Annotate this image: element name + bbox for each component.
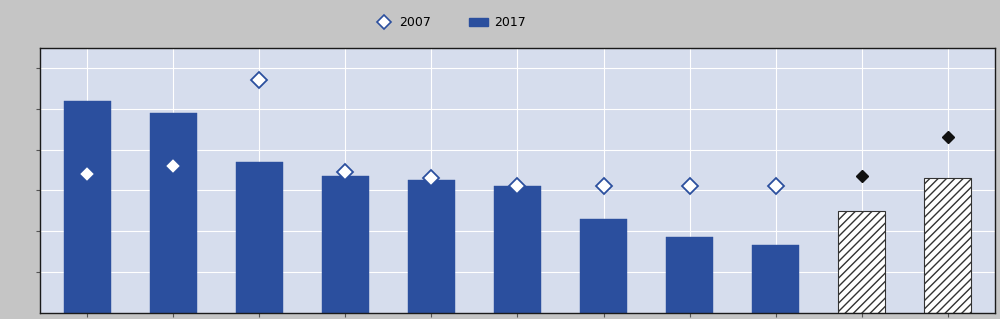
Bar <box>838 211 885 313</box>
Legend: 2007, 2017: 2007, 2017 <box>369 11 531 34</box>
Bar <box>580 219 627 313</box>
Bar <box>924 178 971 313</box>
Bar <box>322 176 369 313</box>
Bar <box>408 180 455 313</box>
Bar <box>64 101 111 313</box>
Bar <box>236 162 283 313</box>
Bar <box>752 245 799 313</box>
Bar <box>666 237 713 313</box>
Bar <box>150 113 197 313</box>
Bar <box>494 186 541 313</box>
